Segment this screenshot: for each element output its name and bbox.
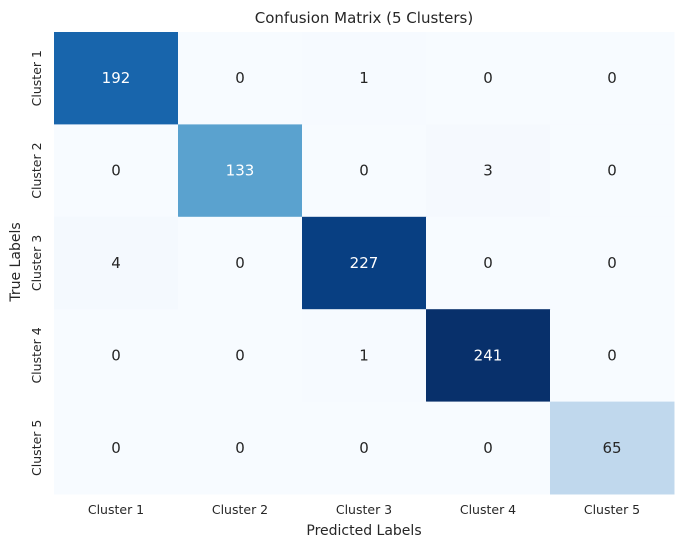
cell-r4-c1 [54,309,179,403]
cell-value-r4-c4: 241 [474,346,503,364]
cell-value-r4-c3: 1 [359,346,369,364]
cell-r4-c3 [302,309,427,403]
chart-title: Confusion Matrix (5 Clusters) [255,9,473,27]
cell-value-r1-c3: 1 [359,69,369,87]
cell-value-r5-c3: 0 [359,439,369,457]
cell-r3-c3 [302,216,427,310]
x-tick-label-2: Cluster 2 [212,502,268,517]
x-tick-label-1: Cluster 1 [88,502,144,517]
x-tick-label-3: Cluster 3 [336,502,392,517]
cell-r3-c4 [426,216,551,310]
cell-r3-c2 [178,216,303,310]
cell-r3-c1 [54,216,179,310]
cell-r1-c2 [178,32,303,125]
cell-value-r2-c1: 0 [111,162,121,180]
cell-r4-c2 [178,309,303,403]
x-axis-ticks: Cluster 1 Cluster 2 Cluster 3 Cluster 4 Clus… [88,502,640,517]
cell-r5-c4 [426,401,551,495]
cell-r4-c5 [550,309,675,403]
cell-r1-c3 [302,32,427,125]
cell-value-r1-c5: 0 [607,69,617,87]
cell-value-r4-c1: 0 [111,346,121,364]
cell-r2-c1 [54,124,179,218]
cell-value-r1-c4: 0 [483,69,493,87]
cell-r5-c2 [178,401,303,495]
x-tick-label-4: Cluster 4 [460,502,516,517]
x-axis-label: Predicted Labels [306,523,421,539]
cell-r2-c5 [550,124,675,218]
cell-value-r2-c4: 3 [483,162,493,180]
cell-value-r2-c3: 0 [359,162,369,180]
cell-r4-c4 [426,309,551,403]
cell-value-r3-c5: 0 [607,254,617,272]
cell-value-r1-c2: 0 [235,69,245,87]
y-tick-label-5: Cluster 5 [29,420,44,476]
cell-r5-c1 [54,401,179,495]
x-tick-label-5: Cluster 5 [584,502,640,517]
cell-value-r3-c2: 0 [235,254,245,272]
cell-r5-c3 [302,401,427,495]
cell-value-r5-c5: 65 [602,439,621,457]
cell-r2-c3 [302,124,427,218]
cell-value-r4-c2: 0 [235,346,245,364]
cell-value-r5-c2: 0 [235,439,245,457]
y-tick-label-2: Cluster 2 [29,142,44,198]
cell-r1-c5 [550,32,675,125]
cell-value-r3-c3: 227 [350,254,379,272]
cell-value-r4-c5: 0 [607,346,617,364]
cell-value-r2-c5: 0 [607,162,617,180]
cell-r1-c1 [54,32,179,125]
y-tick-label-1: Cluster 1 [29,50,44,106]
cell-r5-c5 [550,401,675,495]
y-axis-ticks: Cluster 1 Cluster 2 Cluster 3 Cluster 4 Clus… [29,50,44,476]
y-tick-label-4: Cluster 4 [29,327,44,383]
cell-r2-c2 [178,124,303,218]
cell-r3-c5 [550,216,675,310]
y-tick-label-3: Cluster 3 [29,235,44,291]
y-axis-label: True Labels [8,222,24,302]
cell-value-r3-c4: 0 [483,254,493,272]
cell-value-r3-c1: 4 [111,254,121,272]
cell-r2-c4 [426,124,551,218]
cell-value-r2-c2: 133 [226,162,255,180]
heatmap-cells: 192 0 1 0 0 0 133 0 3 0 4 0 227 0 0 0 0 1 241 0 0 0 0 0 65 [54,32,675,495]
cell-r1-c4 [426,32,551,125]
cell-value-r5-c4: 0 [483,439,493,457]
cell-value-r1-c1: 192 [102,69,131,87]
cell-value-r5-c1: 0 [111,439,121,457]
